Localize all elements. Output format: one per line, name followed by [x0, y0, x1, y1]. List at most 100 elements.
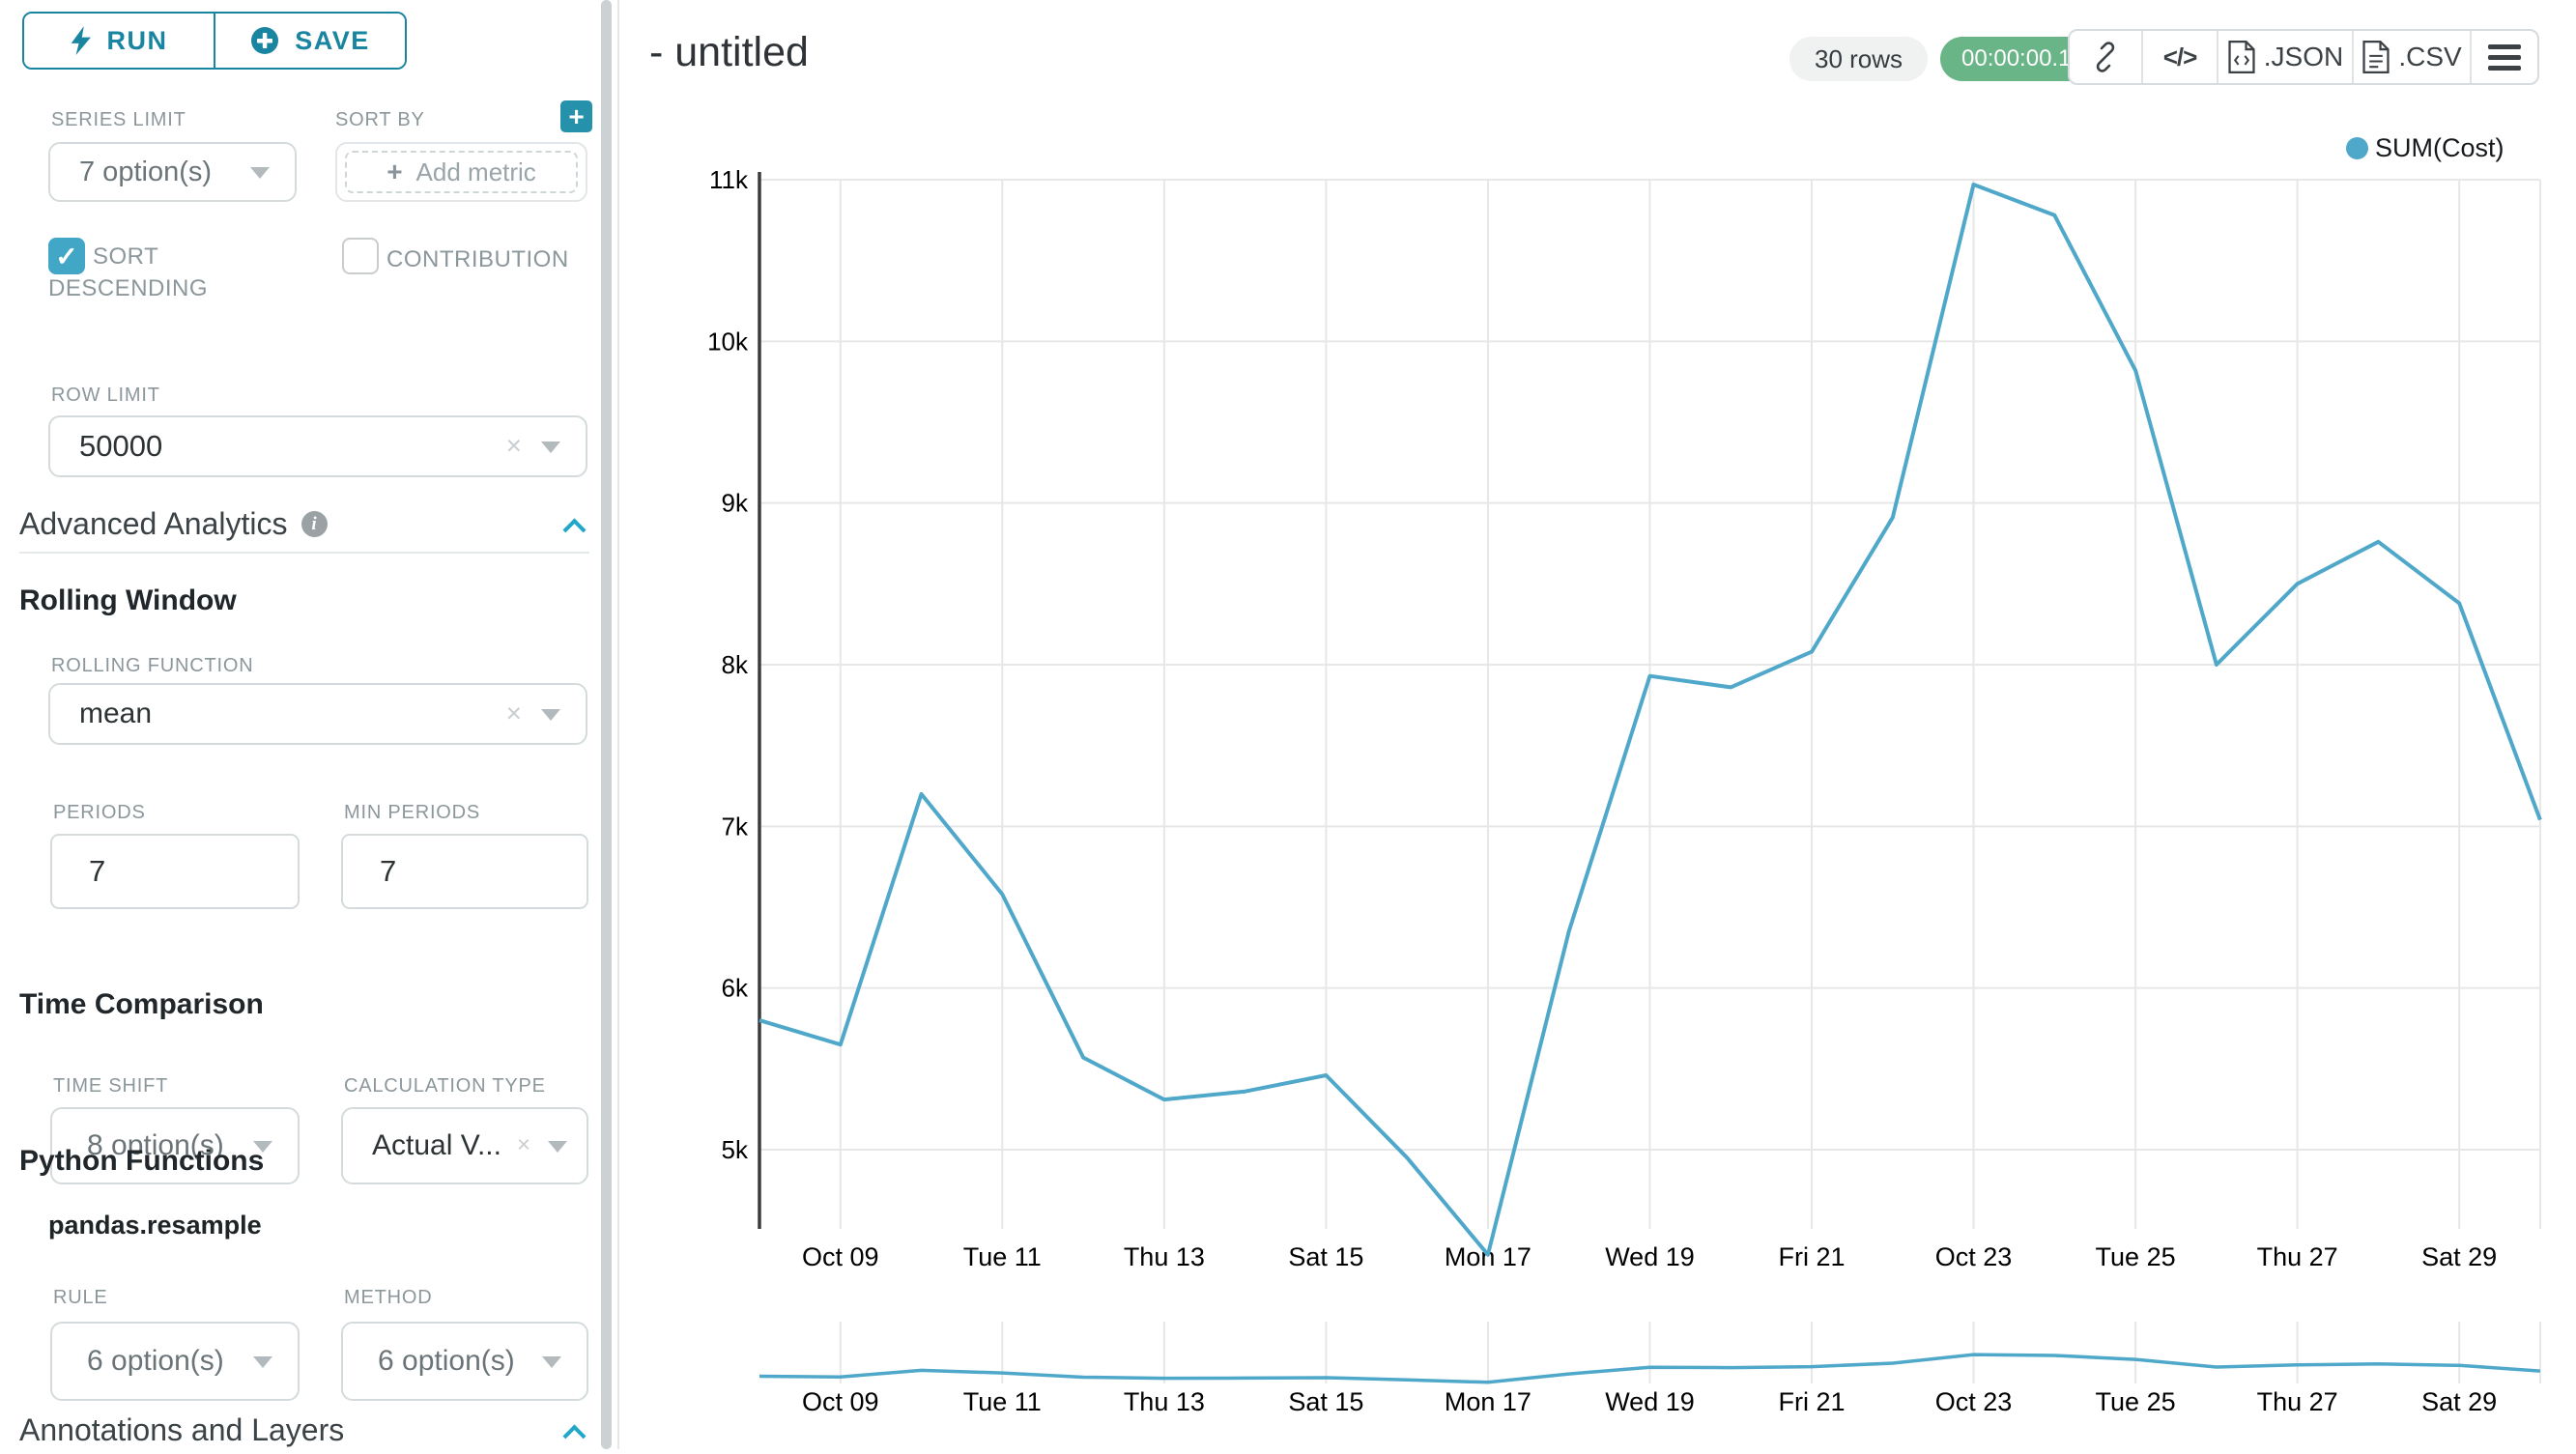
y-axis-tick-label: 6k	[722, 974, 749, 1003]
add-sort-button[interactable]: +	[560, 100, 592, 132]
mini-x-axis-tick-label: Oct 23	[1935, 1387, 2013, 1416]
chart-title[interactable]: - untitled	[649, 29, 809, 75]
lightning-bolt-icon	[71, 26, 91, 55]
row-limit-value: 50000	[79, 429, 163, 463]
rule-select[interactable]: 6 option(s)	[50, 1322, 300, 1401]
mini-x-axis-tick-label: Mon 17	[1445, 1387, 1531, 1416]
chevron-down-icon	[541, 709, 560, 721]
chevron-down-icon	[541, 442, 560, 453]
plus-circle-icon	[251, 27, 279, 54]
periods-label: PERIODS	[53, 802, 146, 823]
run-save-button-group: RUN SAVE	[22, 12, 407, 70]
save-button[interactable]: SAVE	[214, 14, 405, 68]
chart-area: 11k 10k 9k 8k 7k 6k 5k Oct 09 Oct 09 Tue 11 Tue 11…	[618, 116, 2576, 1449]
y-axis-tick-label: 10k	[707, 327, 749, 356]
chart-legend[interactable]: SUM(Cost)	[2346, 133, 2504, 163]
plus-icon: +	[568, 100, 585, 131]
y-axis-tick-label: 9k	[722, 489, 749, 518]
plus-icon: +	[386, 157, 403, 186]
collapse-annotations-icon[interactable]	[562, 1424, 587, 1448]
more-options-button[interactable]	[2470, 31, 2537, 83]
chevron-down-icon	[253, 1356, 272, 1368]
contribution-label: CONTRIBUTION	[386, 246, 569, 272]
rolling-window-title: Rolling Window	[19, 584, 237, 616]
advanced-analytics-header[interactable]: Advanced Analytics i	[19, 506, 328, 542]
row-limit-label: ROW LIMIT	[51, 385, 160, 406]
x-axis-tick-label: Tue 25	[2096, 1242, 2176, 1271]
rolling-function-value: mean	[79, 698, 153, 729]
calculation-type-label: CALCULATION TYPE	[344, 1075, 546, 1097]
collapse-advanced-analytics-icon[interactable]	[562, 518, 587, 542]
min-periods-input[interactable]: 7	[341, 834, 588, 909]
info-icon: i	[301, 511, 328, 537]
x-axis-tick-label: Tue 11	[963, 1242, 1042, 1271]
annotations-layers-header[interactable]: Annotations and Layers	[19, 1412, 344, 1448]
time-comparison-title: Time Comparison	[19, 988, 264, 1020]
series-limit-select[interactable]: 7 option(s)	[48, 142, 297, 202]
periods-value: 7	[89, 854, 106, 888]
export-csv-label: .CSV	[2398, 42, 2462, 71]
sort-by-label: SORT BY	[335, 109, 425, 130]
x-axis-tick-label: Sat 29	[2421, 1242, 2497, 1271]
mini-x-axis-tick-label: Sat 29	[2421, 1387, 2497, 1416]
contribution-checkbox[interactable]	[342, 238, 379, 274]
mini-x-axis-tick-label: Tue 11	[963, 1387, 1042, 1416]
clear-icon[interactable]: ×	[505, 698, 522, 728]
legend-series-dot	[2346, 137, 2368, 159]
export-json-button[interactable]: .JSON	[2217, 31, 2352, 83]
y-axis-tick-label: 5k	[722, 1135, 749, 1164]
add-metric-label: Add metric	[415, 157, 536, 186]
export-csv-button[interactable]: .CSV	[2352, 31, 2470, 83]
rolling-function-select[interactable]: mean ×	[48, 683, 587, 745]
mini-x-axis-tick-label: Thu 13	[1124, 1387, 1205, 1416]
link-icon	[2096, 42, 2115, 72]
mini-x-axis-tick-label: Tue 25	[2096, 1387, 2176, 1416]
time-shift-label: TIME SHIFT	[53, 1075, 169, 1097]
min-periods-label: MIN PERIODS	[344, 802, 481, 823]
control-panel: RUN SAVE SERIES LIMIT SORT BY + 7 option…	[0, 0, 618, 1449]
calculation-type-value: Actual V...	[372, 1129, 501, 1161]
mini-x-axis-tick-label: Fri 21	[1778, 1387, 1845, 1416]
mini-x-axis-tick-label: Oct 09	[802, 1387, 879, 1416]
save-button-label: SAVE	[295, 25, 370, 55]
sort-descending-checkbox[interactable]: ✓	[48, 238, 85, 274]
view-query-button[interactable]: </>	[2141, 31, 2217, 83]
csv-file-icon	[2362, 41, 2390, 73]
x-axis-tick-label: Wed 19	[1605, 1242, 1695, 1271]
hamburger-menu-icon	[2488, 43, 2521, 71]
export-json-label: .JSON	[2263, 42, 2344, 71]
sort-by-dropbox[interactable]: + Add metric	[335, 142, 587, 202]
row-limit-select[interactable]: 50000 ×	[48, 415, 587, 477]
y-axis-tick-label: 7k	[722, 812, 749, 841]
calculation-type-select[interactable]: Actual V... ×	[341, 1107, 588, 1184]
python-functions-title: Python Functions	[19, 1145, 265, 1177]
panel-scrollbar[interactable]	[601, 0, 612, 1449]
rows-count-badge: 30 rows	[1789, 37, 1929, 81]
series-limit-value: 7 option(s)	[79, 156, 213, 187]
time-shift-select[interactable]: 8 option(s)	[50, 1107, 300, 1184]
annotations-layers-title: Annotations and Layers	[19, 1412, 345, 1447]
method-label: METHOD	[344, 1287, 433, 1308]
pandas-resample-label: pandas.resample	[48, 1211, 262, 1240]
periods-input[interactable]: 7	[50, 834, 300, 909]
mini-cost-line	[758, 1353, 2541, 1384]
chart-actions-toolbar: </> .JSON .CSV	[2068, 29, 2539, 85]
copy-link-button[interactable]	[2070, 31, 2141, 83]
mini-x-axis-tick-label: Sat 15	[1288, 1387, 1363, 1416]
x-axis-tick-label: Fri 21	[1778, 1242, 1845, 1271]
mini-x-axis-tick-label: Wed 19	[1605, 1387, 1695, 1416]
cost-line	[758, 183, 2542, 1257]
code-icon: </>	[2162, 42, 2198, 71]
panel-divider	[617, 0, 619, 1449]
timeseries-chart[interactable]: 11k 10k 9k 8k 7k 6k 5k Oct 09 Oct 09 Tue 11 Tue 11…	[618, 116, 2576, 1449]
clear-icon[interactable]: ×	[505, 430, 522, 461]
run-button[interactable]: RUN	[24, 14, 214, 68]
clear-icon[interactable]: ×	[516, 1131, 530, 1158]
chevron-down-icon	[542, 1356, 561, 1368]
json-file-icon	[2228, 41, 2255, 73]
add-metric-target[interactable]: + Add metric	[345, 151, 578, 193]
sort-descending-label: SORT DESCENDING	[48, 243, 209, 301]
legend-series-label: SUM(Cost)	[2375, 133, 2504, 162]
method-select[interactable]: 6 option(s)	[341, 1322, 588, 1401]
x-axis-tick-label: Thu 27	[2257, 1242, 2338, 1271]
